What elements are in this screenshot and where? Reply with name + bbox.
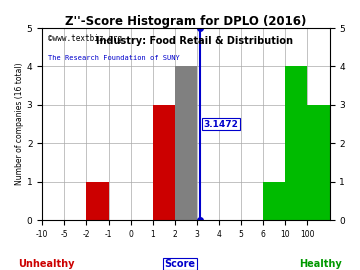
Text: Industry: Food Retail & Distribution: Industry: Food Retail & Distribution xyxy=(96,36,293,46)
Title: Z''-Score Histogram for DPLO (2016): Z''-Score Histogram for DPLO (2016) xyxy=(65,15,307,28)
Text: Score: Score xyxy=(165,259,195,269)
Text: ©www.textbiz.org: ©www.textbiz.org xyxy=(48,34,122,43)
Text: The Research Foundation of SUNY: The Research Foundation of SUNY xyxy=(48,55,180,61)
Text: Unhealthy: Unhealthy xyxy=(19,259,75,269)
Y-axis label: Number of companies (16 total): Number of companies (16 total) xyxy=(15,63,24,185)
Bar xyxy=(153,105,175,220)
Bar xyxy=(285,66,307,220)
Bar xyxy=(307,105,329,220)
Text: 3.1472: 3.1472 xyxy=(203,120,238,129)
Bar xyxy=(175,66,197,220)
Bar xyxy=(263,182,285,220)
Bar xyxy=(86,182,109,220)
Text: Healthy: Healthy xyxy=(299,259,342,269)
